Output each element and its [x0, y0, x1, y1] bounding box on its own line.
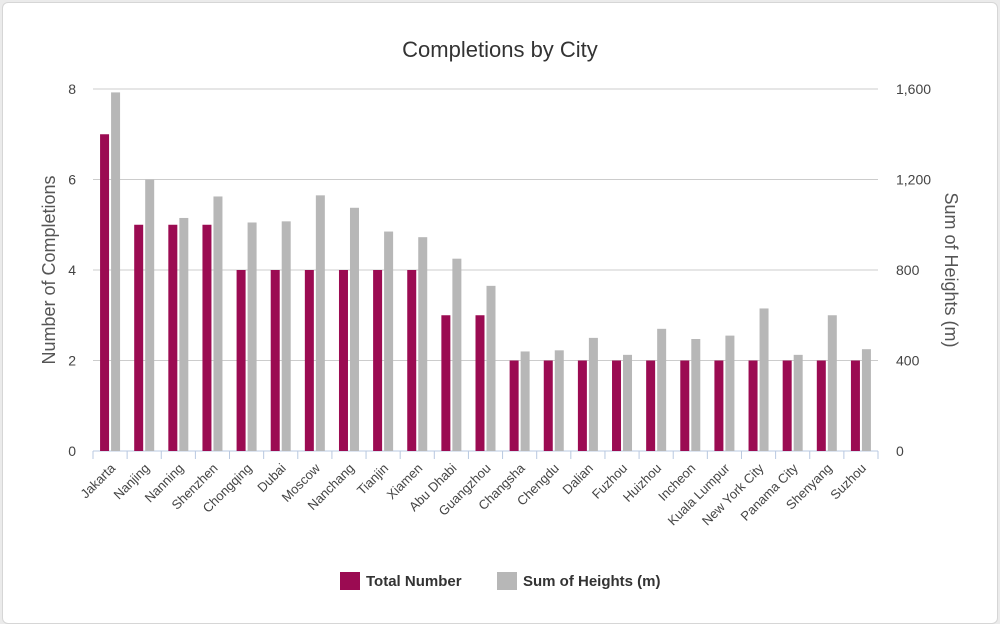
y2-tick-label: 1,200	[896, 172, 931, 188]
legend-item[interactable]: Sum of Heights (m)	[497, 572, 661, 590]
bar-sum-of-heights[interactable]	[247, 222, 257, 451]
y2-tick-label: 400	[896, 353, 920, 369]
legend-label: Total Number	[366, 573, 462, 590]
bar-total-number[interactable]	[850, 360, 860, 452]
bar-total-number[interactable]	[577, 360, 587, 452]
bar-total-number[interactable]	[338, 270, 348, 451]
bar-sum-of-heights[interactable]	[213, 196, 223, 451]
bar-total-number[interactable]	[782, 360, 792, 452]
bar-sum-of-heights[interactable]	[725, 335, 735, 451]
bar-total-number[interactable]	[816, 360, 826, 452]
bar-sum-of-heights[interactable]	[315, 195, 325, 451]
bar-sum-of-heights[interactable]	[554, 350, 564, 451]
bar-total-number[interactable]	[748, 360, 758, 452]
bar-total-number[interactable]	[134, 224, 144, 451]
bar-total-number[interactable]	[441, 315, 451, 451]
legend-item[interactable]: Total Number	[340, 572, 462, 590]
bar-sum-of-heights[interactable]	[827, 315, 837, 451]
bar-sum-of-heights[interactable]	[145, 179, 155, 452]
bar-total-number[interactable]	[714, 360, 724, 452]
bar-total-number[interactable]	[646, 360, 656, 452]
bar-sum-of-heights[interactable]	[452, 258, 462, 451]
y-axis-title: Number of Completions	[39, 175, 59, 364]
y-tick-label: 4	[68, 262, 76, 278]
bar-sum-of-heights[interactable]	[384, 231, 394, 451]
bar-sum-of-heights[interactable]	[623, 354, 633, 451]
y2-axis-title: Sum of Heights (m)	[941, 192, 961, 347]
bar-sum-of-heights[interactable]	[349, 207, 359, 451]
bar-sum-of-heights[interactable]	[486, 285, 496, 451]
y2-tick-label: 800	[896, 262, 920, 278]
bar-sum-of-heights[interactable]	[111, 92, 121, 452]
x-category-label: Huizhou	[620, 461, 664, 505]
bar-total-number[interactable]	[202, 224, 212, 451]
bar-total-number[interactable]	[612, 360, 622, 452]
x-category-label: Suzhou	[827, 461, 869, 503]
bar-total-number[interactable]	[270, 270, 280, 451]
legend: Total Number Sum of Heights (m)	[340, 572, 661, 590]
bar-sum-of-heights[interactable]	[861, 349, 871, 451]
bar-total-number[interactable]	[304, 270, 314, 451]
y-tick-label: 2	[68, 353, 76, 369]
y-tick-label: 6	[68, 172, 76, 188]
y-tick-label: 8	[68, 81, 76, 97]
bar-total-number[interactable]	[680, 360, 690, 452]
bar-total-number[interactable]	[475, 315, 485, 451]
chart-title: Completions by City	[402, 37, 598, 62]
y-tick-label: 0	[68, 443, 76, 459]
bar-total-number[interactable]	[543, 360, 553, 452]
legend-swatch	[340, 572, 360, 590]
bar-total-number[interactable]	[509, 360, 519, 452]
bar-total-number[interactable]	[168, 224, 178, 451]
bar-sum-of-heights[interactable]	[520, 351, 530, 451]
bar-sum-of-heights[interactable]	[657, 328, 667, 451]
bar-total-number[interactable]	[100, 134, 110, 451]
bar-total-number[interactable]	[407, 270, 417, 451]
bar-sum-of-heights[interactable]	[588, 337, 598, 451]
bar-total-number[interactable]	[236, 270, 246, 451]
bar-sum-of-heights[interactable]	[418, 237, 428, 451]
bar-sum-of-heights[interactable]	[179, 217, 189, 451]
legend-swatch	[497, 572, 517, 590]
bar-sum-of-heights[interactable]	[793, 354, 803, 451]
bar-sum-of-heights[interactable]	[691, 339, 701, 451]
y2-tick-label: 0	[896, 443, 904, 459]
bar-sum-of-heights[interactable]	[281, 221, 291, 451]
y2-tick-label: 1,600	[896, 81, 931, 97]
legend-label: Sum of Heights (m)	[523, 573, 661, 590]
chart: Completions by City 0 2 4 6 8 0 400 800 1,200 1,6…	[39, 37, 961, 590]
bar-sum-of-heights[interactable]	[759, 308, 769, 451]
bar-total-number[interactable]	[373, 270, 383, 451]
